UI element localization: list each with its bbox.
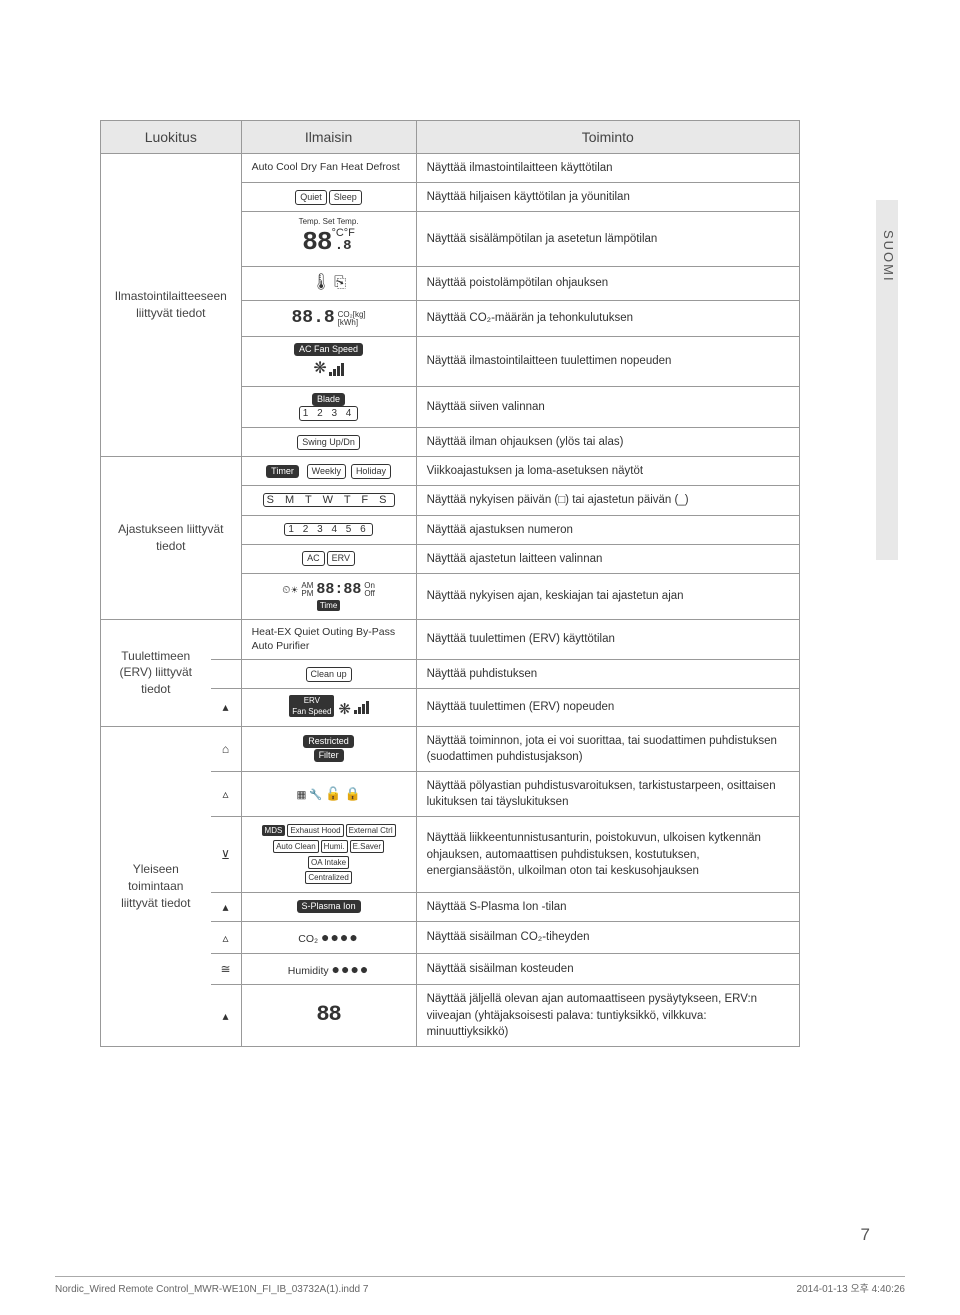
ind-discharge: 🌡 ⎘ xyxy=(241,266,416,300)
footer-file: Nordic_Wired Remote Control_MWR-WE10N_FI… xyxy=(55,1284,368,1295)
marker-icon: ⌂ xyxy=(211,726,242,771)
fn-days: Näyttää nykyisen päivän (□) tai ajastetu… xyxy=(416,486,799,515)
fn-humidity: Näyttää sisäilman kosteuden xyxy=(416,953,799,985)
fn-plasma: Näyttää S-Plasma Ion -tilan xyxy=(416,893,799,922)
thermometer-icon: 🌡 xyxy=(311,274,331,291)
fn-acerv: Näyttää ajastetun laitteen valinnan xyxy=(416,544,799,573)
ind-plasma: S-Plasma Ion xyxy=(241,893,416,922)
ind-ervfan: ERVFan Speed ❋ xyxy=(241,689,416,727)
marker-icon: ▴ xyxy=(211,893,242,922)
fan-icon: ❋ xyxy=(313,359,326,380)
fn-cleanup: Näyttää puhdistuksen xyxy=(416,660,799,689)
fn-time: Näyttää nykyisen ajan, keskiajan tai aja… xyxy=(416,573,799,619)
marker-icon: ▵ xyxy=(211,771,242,816)
fn-restricted: Näyttää toiminnon, jota ei voi suorittaa… xyxy=(416,726,799,771)
fn-labels: Näyttää liikkeentunnistusanturin, poisto… xyxy=(416,817,799,893)
sun-icon: ☀ xyxy=(290,585,298,595)
cat-general: Yleiseen toimintaan liittyvät tiedot xyxy=(101,726,211,1046)
wrench-icon: 🔧 xyxy=(309,789,322,801)
ind-fanspeed: AC Fan Speed ❋ xyxy=(241,337,416,386)
ind-co2: 88.8 CO₂[kg][kWh] xyxy=(241,300,416,336)
marker-icon: ≅ xyxy=(211,953,242,985)
th-indicator: Ilmaisin xyxy=(241,121,416,154)
fn-fanspeed: Näyttää ilmastointilaitteen tuulettimen … xyxy=(416,337,799,386)
marker-icon: ▵ xyxy=(211,922,242,954)
ind-mode: Auto Cool Dry Fan Heat Defrost xyxy=(241,154,416,183)
fn-blade: Näyttää siiven valinnan xyxy=(416,386,799,428)
ind-acerv: ACERV xyxy=(241,544,416,573)
ind-timer: Timer Weekly Holiday xyxy=(241,457,416,486)
fn-co2dens: Näyttää sisäilman CO₂-tiheyden xyxy=(416,922,799,954)
footer-date: 2014-01-13 오후 4:40:26 xyxy=(797,1280,905,1295)
ind-cleanup: Clean up xyxy=(241,660,416,689)
marker-icon: ⊻ xyxy=(211,817,242,893)
fn-swing: Näyttää ilman ohjauksen (ylös tai alas) xyxy=(416,428,799,457)
fn-timernum: Näyttää ajastuksen numeron xyxy=(416,515,799,544)
lock-icon: 🔒 xyxy=(344,786,360,801)
fn-lock: Näyttää pölyastian puhdistusvaroituksen,… xyxy=(416,771,799,816)
marker-icon: ▴ xyxy=(211,985,242,1046)
ind-ervmode: Heat-EX Quiet Outing By-Pass Auto Purifi… xyxy=(241,619,416,659)
cat-erv: Tuulettimeen (ERV) liittyvät tiedot xyxy=(101,619,211,726)
vent-icon: ⎘ xyxy=(334,274,346,291)
fan-icon: ❋ xyxy=(338,701,351,718)
ind-temp: Temp. Set Temp. 88 °C°F .8 xyxy=(241,212,416,267)
marker-icon: ▴ xyxy=(211,689,242,727)
ind-lock: ▦ 🔧 🔓 🔒 xyxy=(241,771,416,816)
fn-ervmode: Näyttää tuulettimen (ERV) käyttötilan xyxy=(416,619,799,659)
fn-timer: Viikkoajastuksen ja loma-asetuksen näytö… xyxy=(416,457,799,486)
ind-days: S M T W T F S xyxy=(241,486,416,515)
page-number: 7 xyxy=(861,1225,870,1245)
fn-temp: Näyttää sisälämpötilan ja asetetun lämpö… xyxy=(416,212,799,267)
ind-quiet: QuietSleep xyxy=(241,183,416,212)
cat-ac: Ilmastointilaitteeseen liittyvät tiedot xyxy=(101,154,242,457)
ind-timernum: 1 2 3 4 5 6 xyxy=(241,515,416,544)
ind-time: ⏲☀ AMPM 88:88 OnOff Time xyxy=(241,573,416,619)
ind-labels: MDSExhaust HoodExternal Ctrl Auto CleanH… xyxy=(241,817,416,893)
fn-ervfan: Näyttää tuulettimen (ERV) nopeuden xyxy=(416,689,799,727)
fn-co2: Näyttää CO₂-määrän ja tehonkulutuksen xyxy=(416,300,799,336)
ind-remaining: 88 xyxy=(241,985,416,1046)
fn-mode: Näyttää ilmastointilaitteen käyttötilan xyxy=(416,154,799,183)
fn-quiet: Näyttää hiljaisen käyttötilan ja yöuniti… xyxy=(416,183,799,212)
fn-discharge: Näyttää poistolämpötilan ohjauksen xyxy=(416,266,799,300)
ind-blade: Blade 1 2 3 4 xyxy=(241,386,416,428)
fn-remaining: Näyttää jäljellä olevan ajan automaattis… xyxy=(416,985,799,1046)
ind-restricted: Restricted Filter xyxy=(241,726,416,771)
ind-co2dens: CO₂ ●●●● xyxy=(241,922,416,954)
ind-swing: Swing Up/Dn xyxy=(241,428,416,457)
cat-timer: Ajastukseen liittyvät tiedot xyxy=(101,457,242,620)
th-function: Toiminto xyxy=(416,121,799,154)
lock-open-icon: 🔓 xyxy=(325,786,341,801)
indicator-table: Luokitus Ilmaisin Toiminto Ilmastointila… xyxy=(100,120,800,1047)
dust-icon: ▦ xyxy=(296,789,306,801)
ind-humidity: Humidity ●●●● xyxy=(241,953,416,985)
th-category: Luokitus xyxy=(101,121,242,154)
